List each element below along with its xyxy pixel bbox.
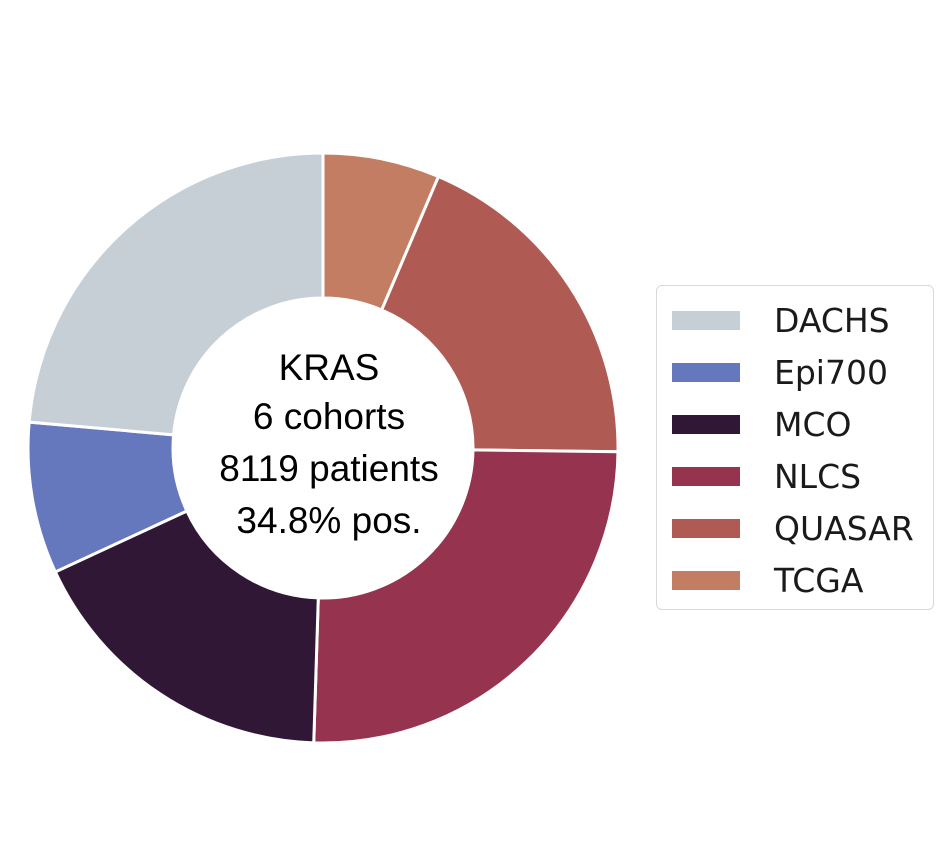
legend: DACHS Epi700 MCO NLCS QUASAR TCGA <box>656 285 934 610</box>
donut-slices <box>26 151 620 745</box>
legend-label-nlcs: NLCS <box>774 456 862 496</box>
slice-dachs <box>27 151 325 437</box>
slice-mco <box>53 509 320 745</box>
slice-quasar <box>380 175 620 454</box>
center-label-line-2: 6 cohorts <box>253 396 405 437</box>
legend-swatch-nlcs <box>672 466 740 486</box>
legend-label-epi700: Epi700 <box>774 352 888 392</box>
legend-swatch-epi700 <box>672 362 740 382</box>
center-label-line-3: 8119 patients <box>219 448 438 489</box>
legend-swatch-dachs <box>672 310 740 330</box>
legend-swatch-quasar <box>672 518 740 538</box>
center-label: KRAS 6 cohorts 8119 patients 34.8% pos. <box>219 347 438 541</box>
legend-swatch-tcga <box>672 570 740 590</box>
legend-item-quasar: QUASAR <box>657 502 933 554</box>
slice-nlcs <box>312 448 620 745</box>
legend-item-dachs: DACHS <box>657 294 933 346</box>
legend-label-mco: MCO <box>774 404 852 444</box>
legend-label-quasar: QUASAR <box>774 508 914 548</box>
legend-item-nlcs: NLCS <box>657 450 933 502</box>
legend-swatch-mco <box>672 414 740 434</box>
legend-label-tcga: TCGA <box>774 560 864 600</box>
legend-item-epi700: Epi700 <box>657 346 933 398</box>
legend-item-mco: MCO <box>657 398 933 450</box>
legend-item-tcga: TCGA <box>657 554 933 606</box>
legend-label-dachs: DACHS <box>774 300 890 340</box>
center-label-line-1: KRAS <box>279 347 380 388</box>
center-label-line-4: 34.8% pos. <box>236 500 421 541</box>
